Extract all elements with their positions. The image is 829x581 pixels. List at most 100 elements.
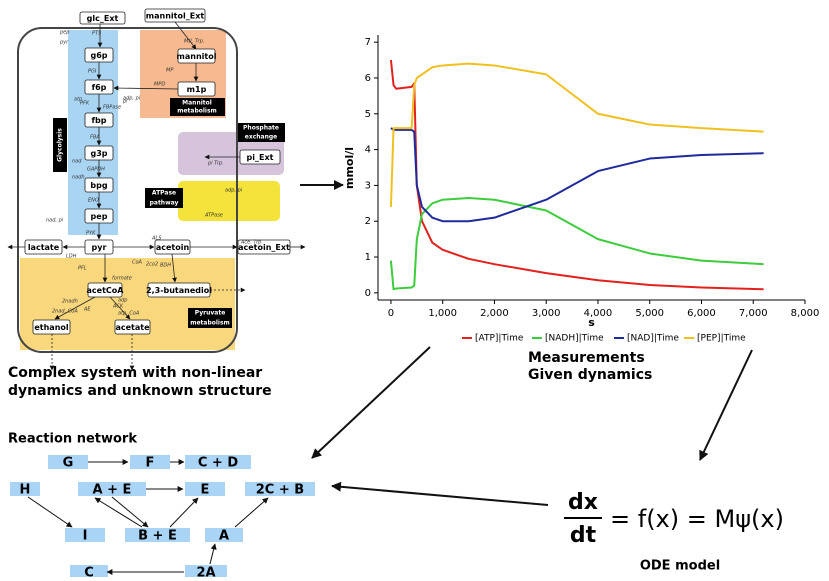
pathway-node: bpg bbox=[85, 178, 113, 192]
pathway-node: ethanol bbox=[33, 320, 70, 334]
y-tick-label: 5 bbox=[365, 109, 371, 120]
node-label: fbp bbox=[92, 116, 107, 125]
pathway-label: nad, pi bbox=[46, 218, 64, 224]
pathway-label: ENO bbox=[88, 198, 99, 204]
network-label: G bbox=[63, 456, 74, 471]
pathway-label: PYK bbox=[86, 231, 96, 237]
pathway-label: Mtl. Trp. bbox=[184, 39, 204, 45]
figure: glc_Extmannitol_Extg6pf6pfbpg3pbpgpeppyr… bbox=[0, 0, 829, 577]
pathway-label: FBPase bbox=[103, 105, 121, 111]
caption: Complex system with non-linear bbox=[8, 365, 262, 381]
node-label: bpg bbox=[90, 181, 107, 190]
pathway-label: CoA bbox=[132, 260, 143, 266]
node-label: lactate bbox=[28, 243, 60, 252]
pathway-label: AE bbox=[83, 307, 91, 313]
node-label: acetate bbox=[115, 323, 150, 332]
pathway-label: BDH bbox=[160, 263, 171, 269]
region-label: Pyruvate bbox=[195, 310, 226, 317]
network-node: E bbox=[185, 482, 225, 498]
legend-label: [ATP]|Time bbox=[475, 334, 524, 344]
x-tick-label: 5,000 bbox=[635, 308, 664, 319]
network-label: 2C + B bbox=[256, 483, 304, 498]
pathway-node: pep bbox=[85, 209, 113, 223]
flow-arrows bbox=[300, 185, 752, 505]
pathway-label: pep bbox=[59, 30, 69, 36]
network-label: F bbox=[146, 456, 155, 471]
region-label: Glycolysis bbox=[57, 128, 64, 162]
pathway-label: ALS bbox=[151, 236, 162, 242]
node-label: acetoin bbox=[156, 243, 190, 252]
region-label: metabolism bbox=[177, 108, 217, 115]
network-node: A bbox=[205, 528, 243, 544]
pathway-node: pyr bbox=[85, 240, 113, 254]
network-node: H bbox=[10, 482, 40, 498]
arrow bbox=[700, 350, 752, 460]
network-title: Reaction network bbox=[8, 432, 137, 447]
pathway-label: 2nadh bbox=[62, 299, 78, 305]
pathway-node: fbp bbox=[85, 113, 113, 127]
node-label: mannitol bbox=[177, 52, 217, 61]
node-label: g3p bbox=[90, 149, 107, 158]
pathway-node: m1p bbox=[178, 82, 215, 96]
series-line bbox=[391, 64, 764, 207]
pathway-node: 2,3-butanediol bbox=[146, 283, 212, 297]
legend-label: [NAD]|Time bbox=[627, 334, 679, 344]
y-tick-label: 7 bbox=[365, 37, 371, 48]
pathway-node: acetCoA bbox=[87, 283, 125, 297]
y-tick-label: 2 bbox=[365, 216, 371, 227]
region-label: pathway bbox=[150, 200, 179, 207]
reaction-network: Reaction network G F C + D H A + E E 2C + B I B … bbox=[8, 432, 315, 578]
pathway-label: adp bbox=[118, 298, 127, 304]
pyruvate-region bbox=[20, 258, 235, 350]
pathway-node: mannitol bbox=[177, 49, 217, 63]
network-node: A + E bbox=[78, 482, 146, 498]
chart-title: Measurements bbox=[528, 350, 645, 366]
pathway-label: pi Trp. bbox=[207, 161, 224, 167]
legend-label: [PEP]|Time bbox=[697, 334, 746, 344]
pathway-node: f6p bbox=[85, 80, 113, 94]
y-axis-label: mmol/l bbox=[343, 147, 356, 189]
node-label: m1p bbox=[187, 85, 207, 94]
equation: dx dt = f(x) = Mψ(x) ODE model bbox=[564, 490, 784, 574]
pathway-node: mannitol_Ext bbox=[145, 9, 205, 22]
pathway-label: atp, CoA bbox=[118, 311, 140, 317]
node-label: acetCoA bbox=[87, 286, 125, 295]
y-tick-label: 3 bbox=[365, 180, 371, 191]
y-tick-label: 6 bbox=[365, 73, 371, 84]
pathway-label: pi bbox=[122, 99, 128, 105]
pathway-label: nad bbox=[72, 159, 82, 165]
pathway-label: Ace. Trp. bbox=[240, 240, 263, 246]
network-node: 2C + B bbox=[245, 482, 315, 498]
pathway-label: atp bbox=[74, 97, 82, 103]
equation-caption: ODE model bbox=[640, 559, 720, 574]
network-label: 2A bbox=[196, 566, 215, 578]
series-line bbox=[391, 60, 764, 289]
x-tick-label: 3,000 bbox=[532, 308, 561, 319]
pathway-node: acetate bbox=[115, 320, 150, 334]
network-node: C + D bbox=[185, 455, 251, 471]
equation-numerator: dx bbox=[568, 490, 598, 515]
network-label: E bbox=[201, 483, 210, 498]
pathway-label: adp, pi bbox=[225, 188, 243, 194]
x-tick-label: 1,000 bbox=[428, 308, 457, 319]
series-line bbox=[391, 128, 764, 221]
network-label: B + E bbox=[138, 529, 177, 544]
x-tick-label: 6,000 bbox=[687, 308, 716, 319]
network-node: I bbox=[65, 528, 105, 544]
pathway-node: lactate bbox=[25, 240, 62, 254]
pathway-label: FBA bbox=[90, 135, 100, 141]
chart-title: Given dynamics bbox=[528, 367, 652, 383]
x-tick-label: 2,000 bbox=[480, 308, 509, 319]
pathway-label: formate bbox=[112, 276, 132, 282]
arrow bbox=[332, 486, 548, 505]
equation-denominator: dt bbox=[570, 523, 597, 548]
y-tick-label: 0 bbox=[365, 288, 371, 299]
network-label: H bbox=[20, 483, 31, 498]
network-label: A + E bbox=[93, 483, 132, 498]
node-label: glc_Ext bbox=[87, 14, 119, 23]
network-node: B + E bbox=[125, 528, 190, 544]
y-tick-label: 1 bbox=[365, 252, 371, 263]
pathway-label: LDH bbox=[66, 254, 77, 260]
network-label: A bbox=[219, 529, 229, 544]
